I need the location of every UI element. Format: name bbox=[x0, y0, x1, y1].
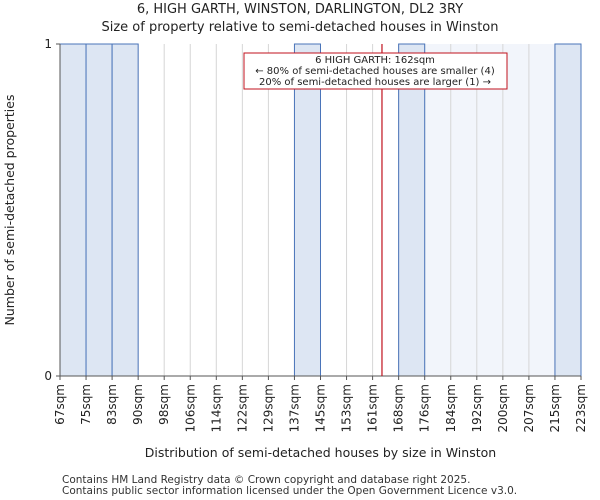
y-tick-label: 1 bbox=[44, 37, 52, 51]
annotation-box bbox=[243, 52, 508, 90]
histogram-bar bbox=[554, 43, 582, 377]
histogram-bar bbox=[111, 43, 139, 377]
x-tick-label: 75sqm bbox=[79, 384, 93, 425]
footer-licence: Contains public sector information licen… bbox=[62, 485, 518, 497]
footer-copyright: Contains HM Land Registry data © Crown c… bbox=[62, 474, 471, 486]
x-tick-label: 153sqm bbox=[340, 384, 354, 432]
x-tick-label: 129sqm bbox=[261, 384, 275, 432]
x-tick-label: 176sqm bbox=[418, 384, 432, 432]
histogram-bar bbox=[59, 43, 87, 377]
y-axis-label: Number of semi-detached properties bbox=[2, 95, 17, 326]
annotation-line: ← 80% of semi-detached houses are smalle… bbox=[255, 66, 495, 77]
x-tick-label: 98sqm bbox=[157, 384, 171, 425]
x-tick-label: 145sqm bbox=[314, 384, 328, 432]
x-tick-label: 83sqm bbox=[105, 384, 119, 425]
x-tick-label: 114sqm bbox=[209, 384, 223, 432]
highlight-region bbox=[398, 44, 581, 376]
x-tick-label: 192sqm bbox=[470, 384, 484, 432]
chart-title: 6, HIGH GARTH, WINSTON, DARLINGTON, DL2 … bbox=[136, 2, 464, 17]
annotation-line: 6 HIGH GARTH: 162sqm bbox=[315, 55, 435, 66]
x-tick-label: 90sqm bbox=[131, 384, 145, 425]
y-tick-label: 0 bbox=[44, 369, 52, 383]
histogram-bar bbox=[85, 43, 113, 377]
x-tick-label: 122sqm bbox=[235, 384, 249, 432]
x-tick-label: 223sqm bbox=[574, 384, 588, 432]
x-tick-label: 168sqm bbox=[392, 384, 406, 432]
x-tick-label: 200sqm bbox=[496, 384, 510, 432]
chart-subtitle: Size of property relative to semi-detach… bbox=[101, 20, 499, 35]
histogram-bar bbox=[293, 43, 322, 377]
x-tick-label: 184sqm bbox=[444, 384, 458, 432]
x-tick-label: 215sqm bbox=[548, 384, 562, 432]
x-axis-label: Distribution of semi-detached houses by … bbox=[145, 445, 496, 460]
annotation-line: 20% of semi-detached houses are larger (… bbox=[259, 77, 491, 88]
histogram-bar bbox=[398, 43, 426, 377]
x-tick-label: 161sqm bbox=[366, 384, 380, 432]
x-tick-label: 137sqm bbox=[287, 384, 301, 432]
x-tick-label: 106sqm bbox=[183, 384, 197, 432]
x-tick-label: 67sqm bbox=[53, 384, 67, 425]
x-tick-label: 207sqm bbox=[522, 384, 536, 432]
